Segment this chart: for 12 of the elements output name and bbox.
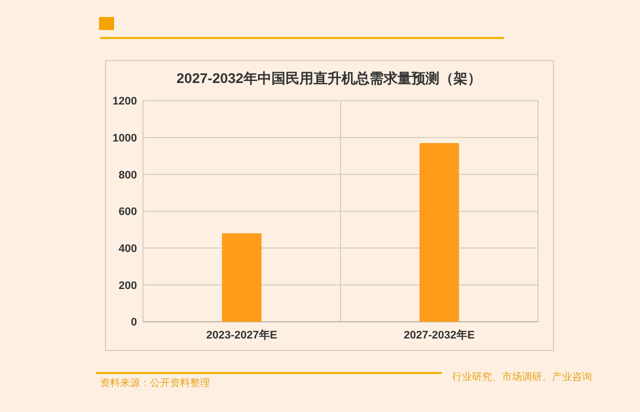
x-tick-label: 2023-2027年E	[206, 328, 278, 342]
y-tick-label: 800	[118, 169, 137, 182]
y-tick-label: 600	[118, 206, 137, 218]
y-tick-label: 200	[118, 280, 137, 292]
x-tick-label: 2027-2032年E	[404, 328, 475, 342]
y-tick-label: 0	[130, 316, 137, 329]
text: 行业研究、市场调研、产业咨询	[452, 371, 592, 383]
chart-title: 2027-2032年中国民用直升机总需求量预测（架）	[176, 70, 482, 86]
text: 资料来源：公开资料整理	[100, 377, 210, 389]
y-tick-label: 1000	[112, 132, 137, 145]
y-tick-label: 400	[118, 243, 137, 256]
y-tick-label: 1200	[112, 96, 137, 108]
